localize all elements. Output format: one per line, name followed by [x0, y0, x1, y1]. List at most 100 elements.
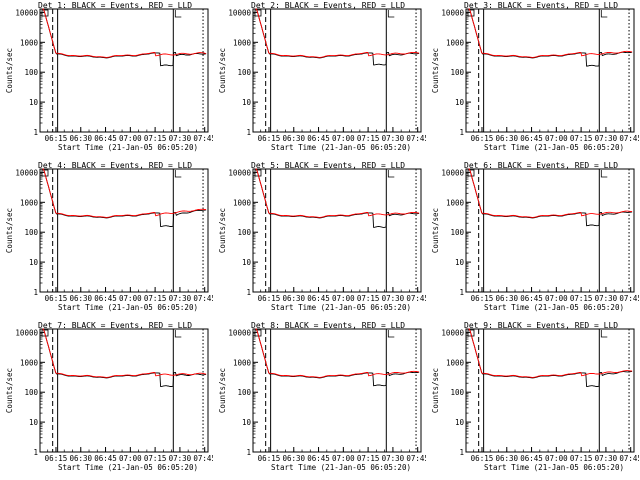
y-tick-label: 10000 — [441, 8, 464, 17]
detector-chart: Det 5: BLACK = Events, RED = LLD 1 10 100 10… — [218, 161, 426, 312]
corner-marker — [254, 9, 262, 17]
y-tick-label: 10000 — [228, 8, 251, 17]
corner-marker — [174, 330, 182, 338]
detector-panel: Det 4: BLACK = Events, RED = LLD 1 10 100 10… — [0, 160, 213, 320]
chart-title: Det 2: BLACK = Events, RED = LLD — [251, 1, 405, 10]
x-tick-label: 06:45 — [520, 134, 543, 143]
corner-marker — [600, 10, 608, 18]
y-tick-label: 100 — [450, 68, 464, 77]
x-tick-label: 07:15 — [357, 454, 380, 463]
y-axis-label: Counts/sec — [218, 368, 227, 413]
y-tick-label: 100 — [24, 228, 38, 237]
y-tick-label: 10 — [242, 98, 252, 107]
y-tick-label: 1 — [459, 288, 464, 297]
x-tick-label: 07:00 — [332, 134, 355, 143]
plot-frame — [39, 8, 209, 133]
y-axis-label: Counts/sec — [5, 208, 14, 253]
chart-title: Det 8: BLACK = Events, RED = LLD — [251, 321, 405, 330]
chart-title: Det 7: BLACK = Events, RED = LLD — [38, 321, 192, 330]
y-tick-label: 100 — [237, 228, 251, 237]
corner-marker — [41, 329, 49, 337]
y-tick-label: 1 — [246, 448, 251, 457]
chart-title: Det 3: BLACK = Events, RED = LLD — [464, 1, 618, 10]
detector-chart: Det 3: BLACK = Events, RED = LLD 1 10 100 10… — [431, 1, 639, 152]
x-tick-label: 07:15 — [144, 134, 167, 143]
series-lld-line — [468, 328, 633, 378]
chart-title: Det 4: BLACK = Events, RED = LLD — [38, 161, 192, 170]
x-axis-label: Start Time (21-Jan-05 06:05:20) — [484, 463, 624, 472]
y-tick-label: 10 — [455, 258, 465, 267]
plot-frame — [252, 328, 422, 453]
series-events-line — [255, 328, 420, 387]
x-tick-label: 07:15 — [357, 134, 380, 143]
x-tick-label: 06:15 — [471, 134, 494, 143]
detector-panel: Det 1: BLACK = Events, RED = LLD 1 10 100 10… — [0, 0, 213, 160]
corner-marker — [387, 170, 395, 178]
x-tick-label: 07:15 — [570, 454, 593, 463]
y-tick-label: 100 — [237, 388, 251, 397]
corner-marker — [41, 169, 49, 177]
plot-frame — [465, 8, 635, 133]
x-tick-label: 07:45 — [193, 294, 213, 303]
series-lld-line — [42, 168, 207, 218]
y-tick-label: 10 — [29, 98, 39, 107]
x-axis-label: Start Time (21-Jan-05 06:05:20) — [271, 463, 411, 472]
corner-marker — [467, 169, 475, 177]
y-tick-label: 10000 — [15, 168, 38, 177]
y-tick-label: 1000 — [446, 358, 465, 367]
x-tick-label: 06:30 — [282, 294, 305, 303]
series-events-line — [468, 168, 633, 227]
chart-title: Det 1: BLACK = Events, RED = LLD — [38, 1, 192, 10]
detector-panel: Det 5: BLACK = Events, RED = LLD 1 10 100 10… — [213, 160, 426, 320]
detector-chart: Det 8: BLACK = Events, RED = LLD 1 10 100 10… — [218, 321, 426, 472]
x-tick-label: 07:15 — [570, 294, 593, 303]
corner-marker — [254, 329, 262, 337]
x-tick-label: 06:45 — [307, 454, 330, 463]
x-tick-label: 07:15 — [570, 134, 593, 143]
x-axis-label: Start Time (21-Jan-05 06:05:20) — [484, 143, 624, 152]
y-tick-label: 1 — [459, 448, 464, 457]
series-events-line — [42, 168, 207, 227]
plot-frame — [39, 168, 209, 293]
series-events-line — [255, 8, 420, 66]
x-tick-label: 07:15 — [144, 294, 167, 303]
corner-marker — [254, 169, 262, 177]
series-events-line — [468, 8, 633, 67]
y-tick-label: 10 — [29, 418, 39, 427]
x-tick-label: 06:30 — [282, 134, 305, 143]
corner-marker — [467, 9, 475, 17]
y-axis-label: Counts/sec — [431, 368, 440, 413]
y-tick-label: 10 — [455, 418, 465, 427]
x-tick-label: 06:45 — [307, 294, 330, 303]
x-tick-label: 06:15 — [45, 294, 68, 303]
y-tick-label: 1 — [246, 128, 251, 137]
plot-frame — [465, 328, 635, 453]
x-tick-label: 07:30 — [595, 294, 618, 303]
y-tick-label: 100 — [237, 68, 251, 77]
y-tick-label: 10 — [29, 258, 39, 267]
x-tick-label: 07:00 — [332, 294, 355, 303]
x-tick-label: 06:45 — [94, 294, 117, 303]
y-tick-label: 10000 — [15, 8, 38, 17]
detector-chart: Det 4: BLACK = Events, RED = LLD 1 10 100 10… — [5, 161, 213, 312]
x-tick-label: 07:45 — [406, 134, 426, 143]
x-tick-label: 07:45 — [619, 134, 639, 143]
x-tick-label: 07:00 — [332, 454, 355, 463]
y-tick-label: 100 — [24, 388, 38, 397]
series-lld-line — [468, 8, 633, 58]
series-lld-line — [255, 328, 420, 378]
x-axis-label: Start Time (21-Jan-05 06:05:20) — [58, 463, 198, 472]
x-tick-label: 07:30 — [169, 454, 192, 463]
y-tick-label: 100 — [450, 388, 464, 397]
y-axis-label: Counts/sec — [218, 48, 227, 93]
y-tick-label: 10 — [242, 258, 252, 267]
y-tick-label: 100 — [24, 68, 38, 77]
y-tick-label: 1 — [33, 448, 38, 457]
plot-frame — [39, 328, 209, 453]
y-tick-label: 1000 — [233, 38, 252, 47]
detector-panel: Det 6: BLACK = Events, RED = LLD 1 10 100 10… — [426, 160, 639, 320]
x-tick-label: 06:15 — [45, 454, 68, 463]
y-tick-label: 1000 — [233, 358, 252, 367]
detector-chart: Det 1: BLACK = Events, RED = LLD 1 10 100 10… — [5, 1, 213, 152]
x-tick-label: 06:45 — [520, 294, 543, 303]
